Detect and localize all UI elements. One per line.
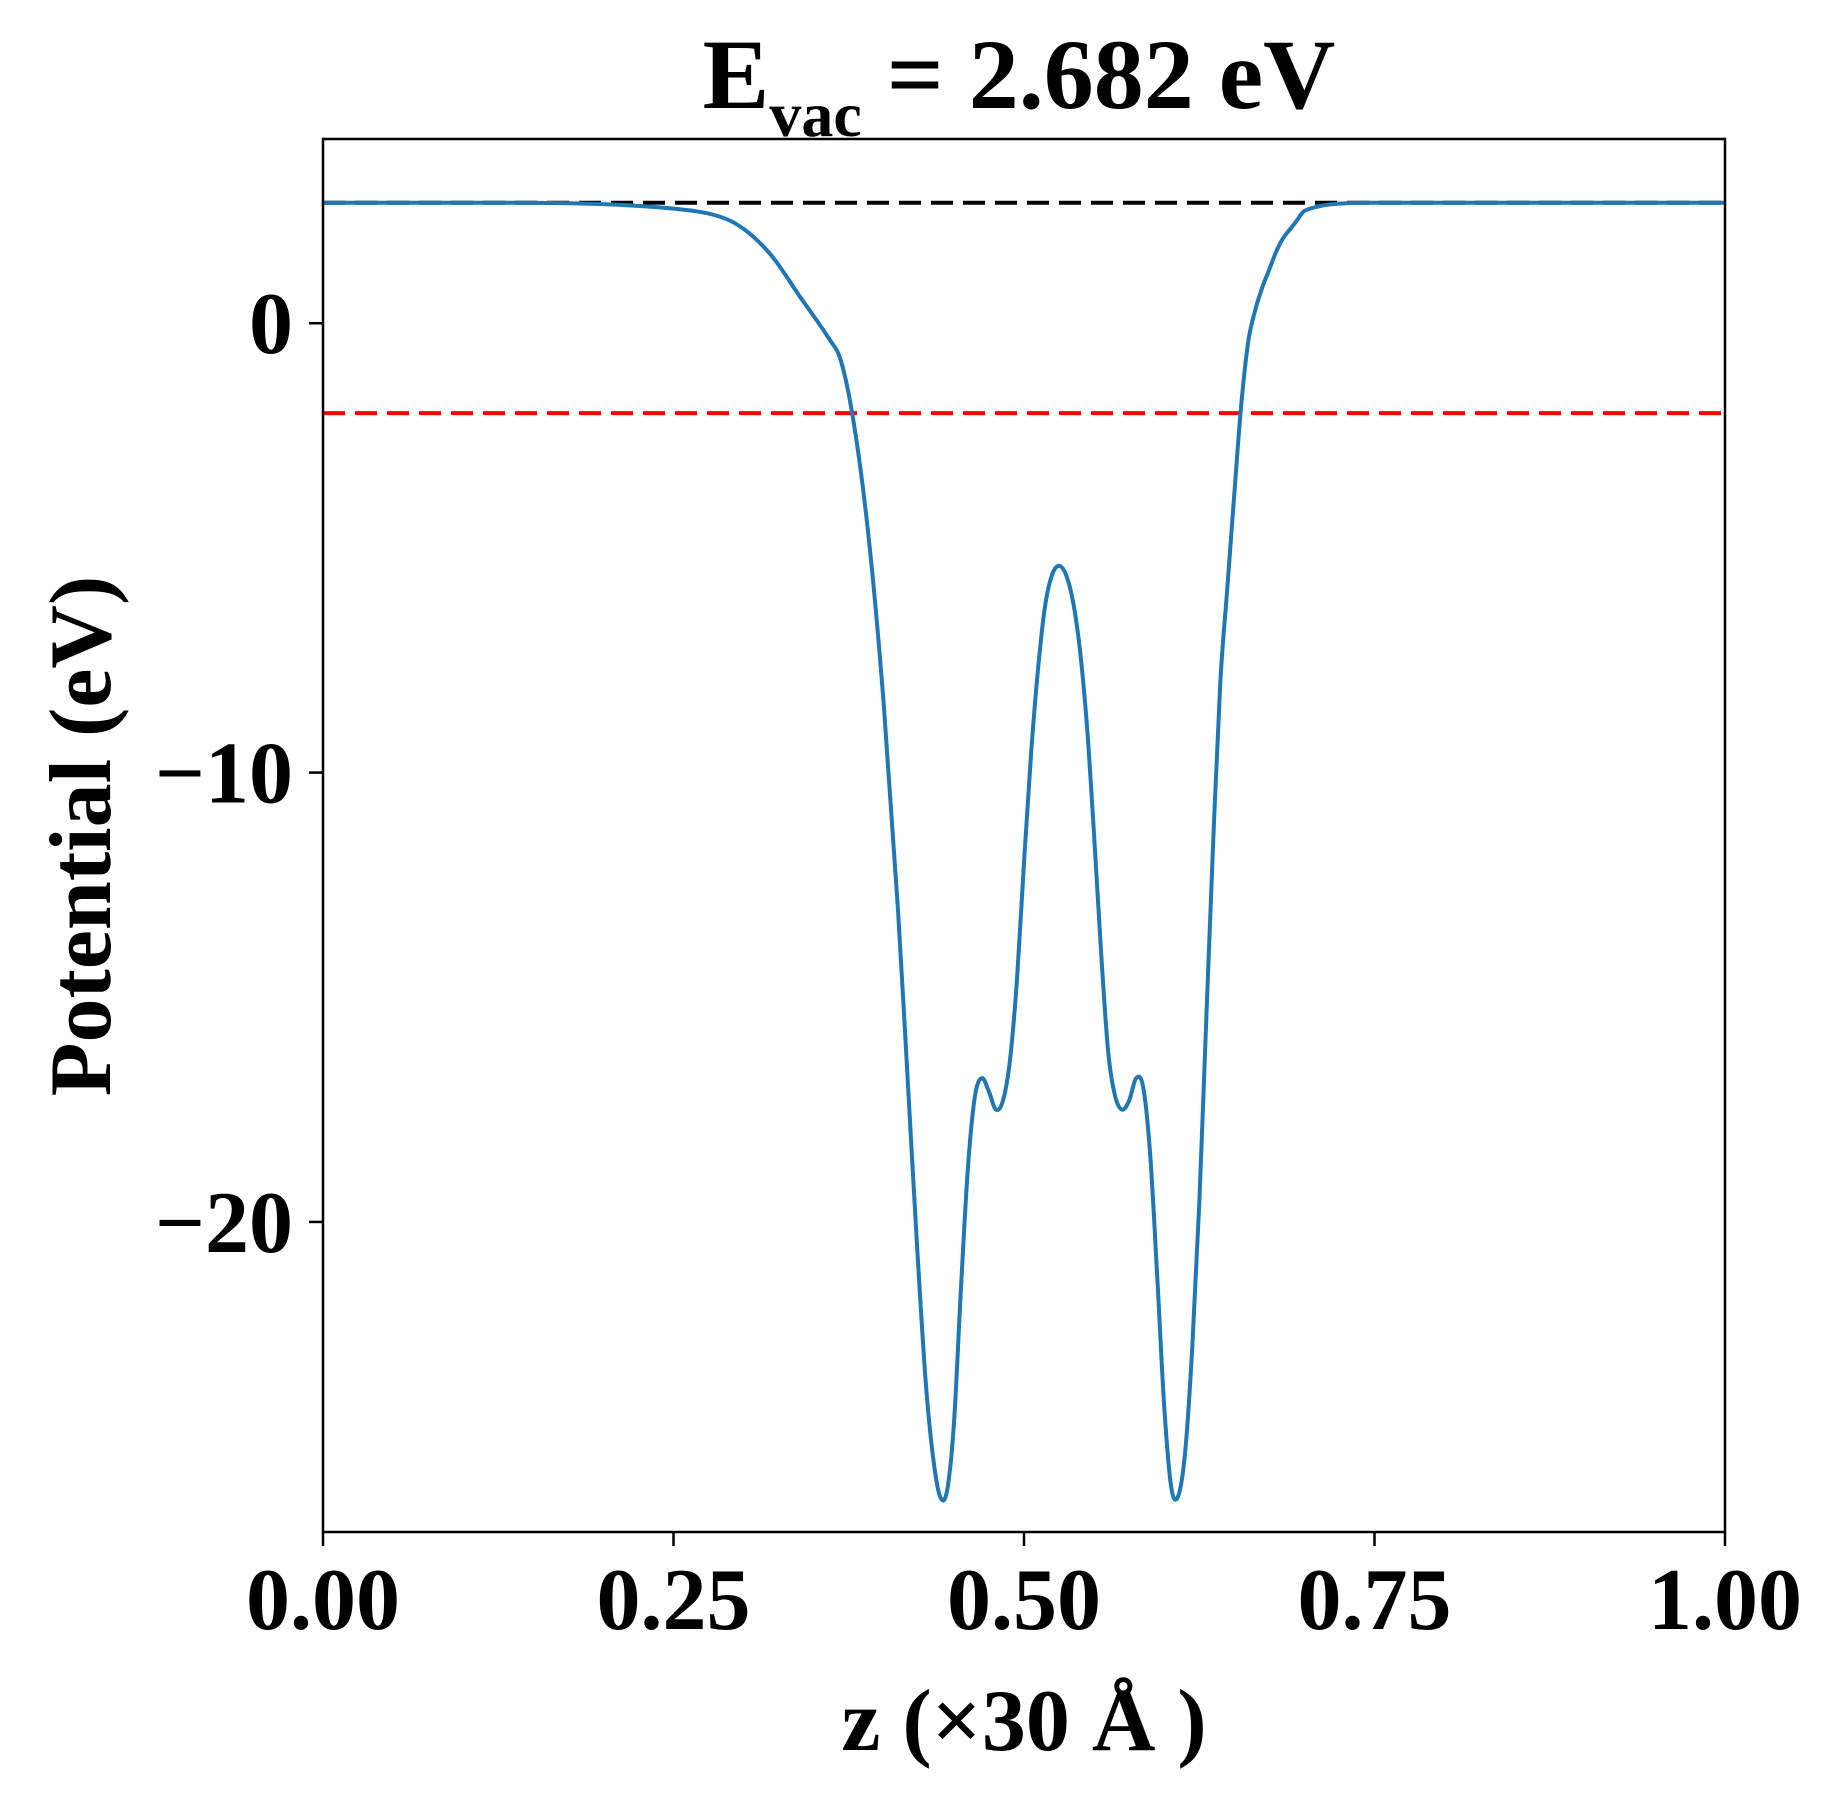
y-axis-label: Potential (eV) [33, 576, 130, 1096]
y-tick-label: −20 [155, 1175, 293, 1272]
x-axis-label: z (×30 Å ) [841, 1673, 1206, 1770]
y-tick-label: 0 [249, 276, 293, 373]
x-axis: 0.00 0.25 0.50 0.75 1.00 [246, 1532, 1802, 1649]
chart-title: Evac = 2.682 eV [703, 19, 1336, 150]
title-rest: = 2.682 eV [862, 19, 1336, 130]
y-tick-label: −10 [155, 726, 293, 823]
title-main: E [703, 19, 770, 130]
y-axis: 0 −10 −20 [155, 276, 323, 1272]
x-tick-label: 0.00 [246, 1552, 400, 1649]
x-tick-label: 1.00 [1648, 1552, 1802, 1649]
plot-area [323, 200, 1725, 1503]
x-tick-label: 0.25 [597, 1552, 751, 1649]
x-tick-label: 0.50 [947, 1552, 1101, 1649]
x-tick-label: 0.75 [1298, 1552, 1452, 1649]
series-line-0 [323, 200, 1725, 1503]
